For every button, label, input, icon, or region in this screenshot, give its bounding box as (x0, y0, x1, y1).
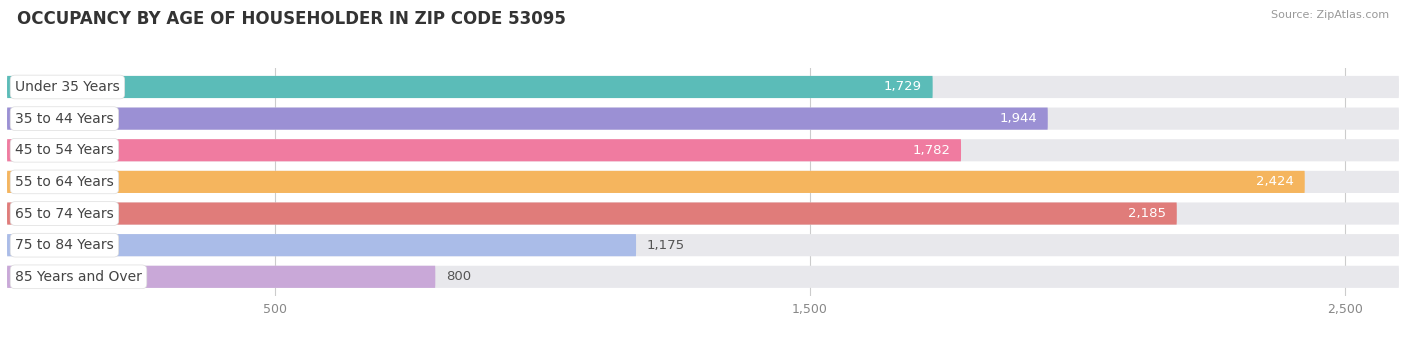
Text: 1,944: 1,944 (1000, 112, 1038, 125)
Text: 1,175: 1,175 (647, 239, 685, 252)
FancyBboxPatch shape (7, 266, 1399, 288)
FancyBboxPatch shape (7, 234, 1399, 256)
Text: 1,782: 1,782 (912, 144, 950, 157)
FancyBboxPatch shape (7, 171, 1305, 193)
Text: Source: ZipAtlas.com: Source: ZipAtlas.com (1271, 10, 1389, 20)
Text: 45 to 54 Years: 45 to 54 Years (15, 143, 114, 157)
FancyBboxPatch shape (7, 139, 962, 162)
FancyBboxPatch shape (7, 266, 436, 288)
FancyBboxPatch shape (7, 139, 1399, 162)
Text: 1,729: 1,729 (884, 81, 922, 94)
FancyBboxPatch shape (7, 202, 1177, 225)
FancyBboxPatch shape (7, 171, 1399, 193)
Text: 75 to 84 Years: 75 to 84 Years (15, 238, 114, 252)
Text: Under 35 Years: Under 35 Years (15, 80, 120, 94)
Text: 35 to 44 Years: 35 to 44 Years (15, 112, 114, 125)
FancyBboxPatch shape (7, 76, 932, 98)
Text: 2,424: 2,424 (1256, 175, 1294, 188)
Text: 2,185: 2,185 (1128, 207, 1166, 220)
FancyBboxPatch shape (7, 234, 636, 256)
FancyBboxPatch shape (7, 107, 1047, 130)
Text: 65 to 74 Years: 65 to 74 Years (15, 206, 114, 221)
Text: 800: 800 (446, 270, 471, 283)
Text: 55 to 64 Years: 55 to 64 Years (15, 175, 114, 189)
FancyBboxPatch shape (7, 202, 1399, 225)
FancyBboxPatch shape (7, 76, 1399, 98)
Text: OCCUPANCY BY AGE OF HOUSEHOLDER IN ZIP CODE 53095: OCCUPANCY BY AGE OF HOUSEHOLDER IN ZIP C… (17, 10, 565, 28)
FancyBboxPatch shape (7, 107, 1399, 130)
Text: 85 Years and Over: 85 Years and Over (15, 270, 142, 284)
